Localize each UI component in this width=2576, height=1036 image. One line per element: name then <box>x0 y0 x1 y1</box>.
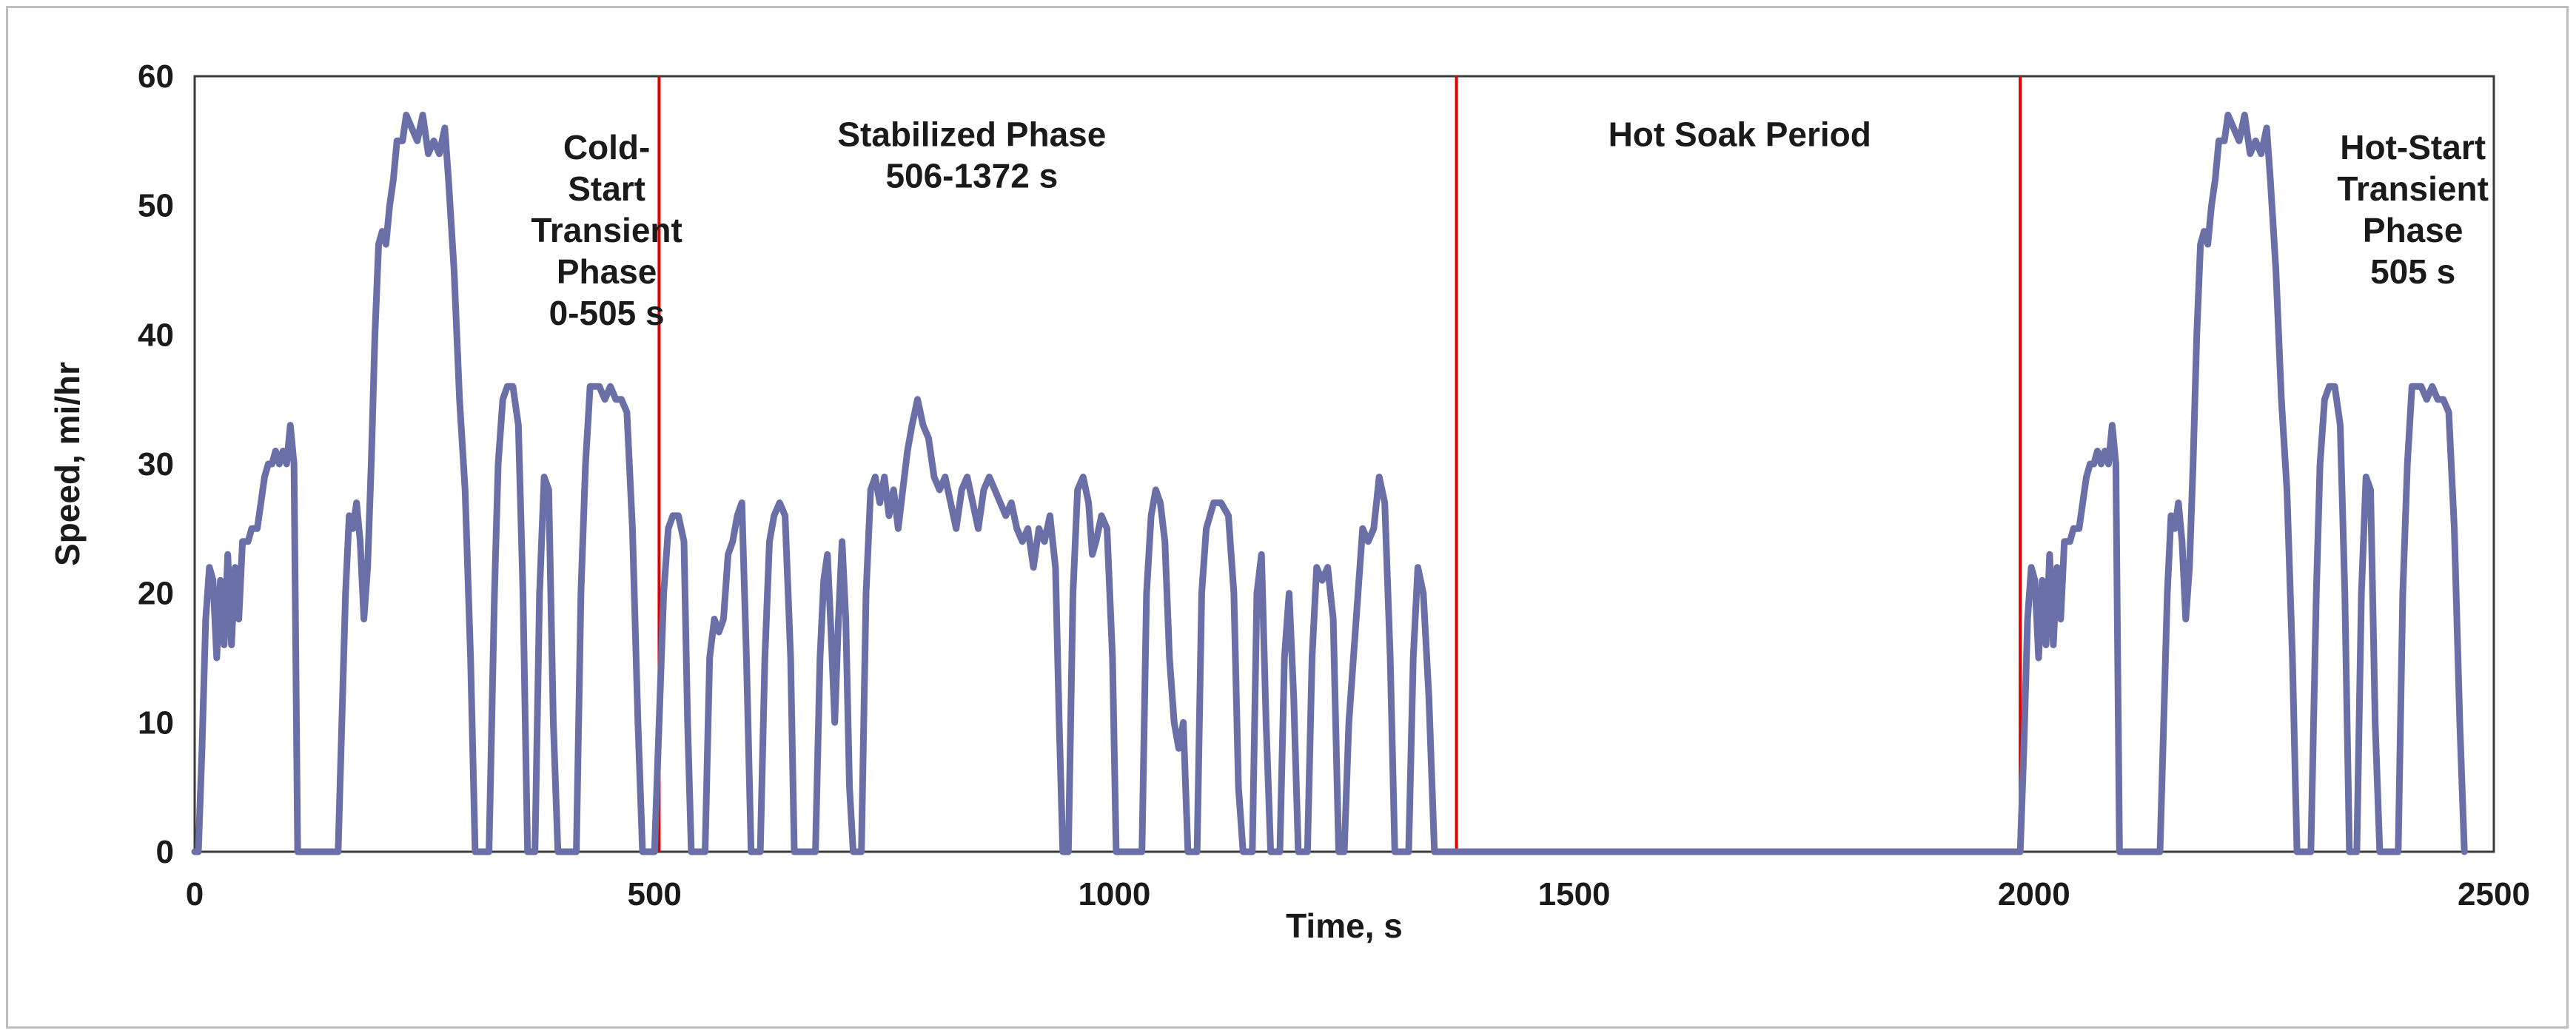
speed-time-chart: Cold-Start Transient Phase 0-505 sStabilize… <box>48 58 2530 945</box>
y-tick-label: 20 <box>138 576 174 612</box>
phase-label-line: Hot-Start <box>2340 128 2486 166</box>
y-tick-label: 10 <box>138 704 174 741</box>
x-tick-label: 2500 <box>2458 876 2530 912</box>
phase-label-line: Start <box>568 169 645 208</box>
phase-label-line: 506-1372 s <box>885 157 1058 195</box>
phase-label-line: 0-505 s <box>549 294 665 332</box>
phase-label-line: 505 s <box>2370 252 2455 291</box>
phase-label-line: Phase <box>557 252 657 291</box>
y-tick-label: 60 <box>138 58 174 95</box>
phase-label-line: Phase <box>2363 211 2463 249</box>
x-tick-label: 1000 <box>1078 876 1150 912</box>
phase-label-line: Stabilized Phase <box>837 115 1106 154</box>
chart-frame: Cold-Start Transient Phase 0-505 s Stabilize… <box>6 6 2569 1029</box>
phase-label: Hot Soak Period <box>1609 115 1871 154</box>
y-tick-label: 30 <box>138 446 174 482</box>
y-axis-title: Speed, mi/hr <box>48 362 87 566</box>
phase-label: Stabilized Phase 506-1372 s <box>837 115 1106 195</box>
phase-label: Hot-Start Transient Phase 505 s <box>2337 128 2489 291</box>
phase-label-line: Transient <box>2337 169 2489 208</box>
x-tick-label: 0 <box>186 876 204 912</box>
x-axis-title: Time, s <box>1286 906 1403 945</box>
phase-labels: Cold-Start Transient Phase 0-505 sStabilize… <box>531 115 2489 332</box>
tick-labels: 0 10 20 30 40 50 60 0 500 1000 1500 2000 2500 <box>138 58 2530 912</box>
y-tick-label: 40 <box>138 317 174 353</box>
x-tick-label: 1500 <box>1538 876 1611 912</box>
phase-label: Cold-Start Transient Phase 0-505 s <box>531 128 682 332</box>
speed-series-line <box>191 111 2468 855</box>
phase-label-line: Transient <box>531 211 682 249</box>
phase-label-line: Hot Soak Period <box>1609 115 1871 154</box>
phase-label-line: Cold- <box>563 128 651 166</box>
x-tick-label: 500 <box>627 876 681 912</box>
y-tick-label: 50 <box>138 188 174 224</box>
y-tick-label: 0 <box>156 834 174 870</box>
x-tick-label: 2000 <box>1998 876 2070 912</box>
series <box>191 111 2468 855</box>
